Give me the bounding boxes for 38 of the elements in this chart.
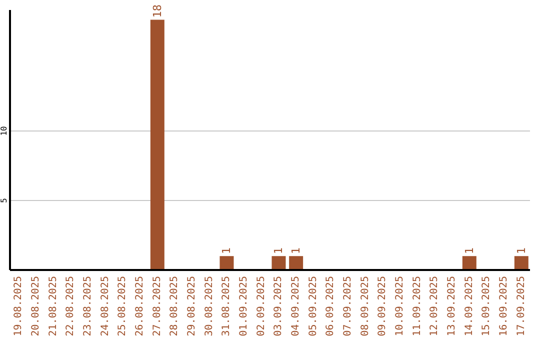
x-tick-label: 17.09.2025 xyxy=(516,276,527,336)
x-tick-label: 20.08.2025 xyxy=(30,276,42,336)
data-label: 1 xyxy=(290,247,303,254)
x-tick-label: 07.09.2025 xyxy=(342,276,354,336)
data-label: 18 xyxy=(150,4,164,18)
x-tick-label: 01.09.2025 xyxy=(238,276,250,336)
x-tick-label: 03.09.2025 xyxy=(273,276,284,336)
y-tick-label: 5 xyxy=(0,198,8,203)
data-label: 1 xyxy=(514,247,528,254)
x-tick-label: 30.08.2025 xyxy=(204,276,215,336)
x-tick-label: 06.09.2025 xyxy=(325,276,336,336)
x-tick-label: 15.09.2025 xyxy=(481,276,492,336)
x-tick-label: 27.08.2025 xyxy=(152,276,163,336)
x-tick-label: 05.09.2025 xyxy=(308,276,319,336)
x-tick-label: 21.08.2025 xyxy=(48,276,59,336)
x-tick-label: 02.09.2025 xyxy=(256,276,267,336)
x-tick-label: 13.09.2025 xyxy=(446,276,458,336)
data-label: 1 xyxy=(220,247,234,254)
x-tick-label: 23.08.2025 xyxy=(82,276,94,336)
x-tick-label: 29.08.2025 xyxy=(186,276,198,336)
x-tick-label: 16.09.2025 xyxy=(498,276,510,336)
x-tick-label: 04.09.2025 xyxy=(290,276,302,336)
x-tick-label: 19.08.2025 xyxy=(13,276,24,336)
x-tick-label: 11.09.2025 xyxy=(412,276,423,336)
x-tick-label: 25.08.2025 xyxy=(117,276,128,336)
x-tick-label: 22.08.2025 xyxy=(65,276,76,336)
data-label: 1 xyxy=(272,247,286,254)
x-tick-label: 10.09.2025 xyxy=(394,276,406,336)
data-label: 1 xyxy=(462,247,476,254)
x-tick-label: 09.09.2025 xyxy=(377,276,388,336)
x-tick-label: 14.09.2025 xyxy=(464,276,475,336)
x-tick-label: 08.09.2025 xyxy=(360,276,371,336)
x-tick-label: 26.08.2025 xyxy=(134,276,146,336)
x-tick-label: 31.08.2025 xyxy=(221,276,232,336)
x-tick-label: 12.09.2025 xyxy=(429,276,440,336)
y-tick-label: 10 xyxy=(0,126,8,136)
x-tick-label: 24.08.2025 xyxy=(100,276,111,336)
x-tick-label: 28.08.2025 xyxy=(169,276,180,336)
